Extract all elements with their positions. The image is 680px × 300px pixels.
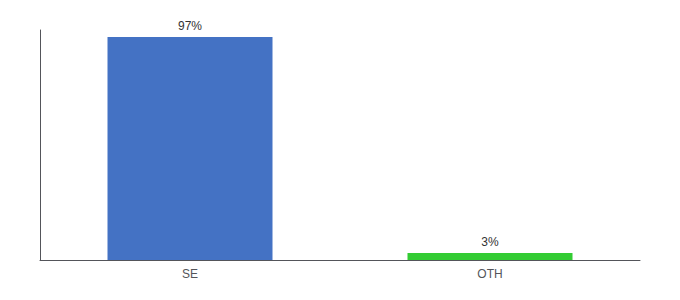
svg-text:97%: 97%	[178, 19, 202, 33]
svg-text:SE: SE	[182, 267, 198, 281]
svg-text:3%: 3%	[481, 235, 499, 249]
svg-text:OTH: OTH	[477, 267, 502, 281]
